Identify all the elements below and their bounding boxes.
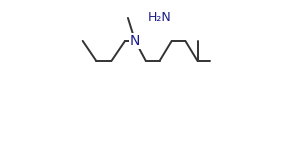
Text: N: N bbox=[130, 34, 140, 48]
Text: H₂N: H₂N bbox=[148, 11, 171, 24]
